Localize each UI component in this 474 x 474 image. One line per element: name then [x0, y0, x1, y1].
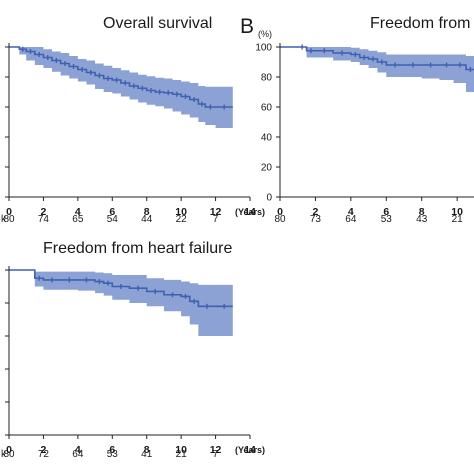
at-risk-count: 80 [3, 449, 15, 460]
y-unit-label: (%) [258, 29, 272, 39]
at-risk-count: 80 [3, 214, 15, 225]
at-risk-count: 73 [310, 214, 322, 225]
x-tick-label: 8 [419, 206, 425, 218]
at-risk-count: 44 [141, 214, 153, 225]
at-risk-count: 43 [416, 214, 428, 225]
survival-curve [9, 269, 233, 308]
km-panel-3: 0 2 4 6 8 10 12 14(Years) k80 72 64 53 41 21 7 Freedom … [1, 240, 265, 460]
km-panel-2: 02040608010002468108073645343217Freedom … [240, 15, 474, 225]
at-risk-count: 7 [213, 449, 219, 460]
confidence-band [9, 47, 233, 130]
confidence-band [9, 270, 233, 336]
at-risk-count: 7 [213, 214, 219, 225]
x-tick-label: 10 [175, 444, 187, 456]
x-tick-label: 10 [451, 206, 463, 218]
km-panel-1: 0 2 4 6 8 10 12 14(Years) k80 74 65 54 44 22 7 Overall … [1, 15, 265, 225]
panel-title: Overall survival [103, 15, 212, 32]
x-tick-label: 4 [348, 206, 354, 218]
at-risk-prefix: k [1, 214, 7, 225]
y-tick-label: 80 [261, 73, 273, 84]
at-risk-prefix: k [1, 449, 7, 460]
panel-title: Freedom from MAVRE [370, 15, 474, 32]
at-risk-count: 21 [452, 214, 464, 225]
y-tick-label: 100 [255, 43, 272, 54]
x-tick-label: 6 [109, 444, 115, 456]
at-risk-count: 54 [107, 214, 119, 225]
confidence-band [280, 47, 474, 92]
x-tick-label: 4 [75, 444, 81, 456]
at-risk-count: 41 [141, 449, 153, 460]
at-risk-count: 22 [176, 214, 188, 225]
at-risk-count: 72 [38, 449, 50, 460]
x-unit-label: (Years) [235, 207, 265, 217]
x-tick-label: 2 [313, 206, 319, 218]
at-risk-count: 21 [176, 449, 188, 460]
at-risk-count: 74 [38, 214, 50, 225]
x-tick-label: 12 [210, 206, 222, 218]
x-tick-label: 2 [41, 206, 47, 218]
survival-curve [9, 46, 233, 108]
panel-letter: B [240, 15, 254, 38]
at-risk-count: 64 [72, 449, 84, 460]
at-risk-count: 53 [107, 449, 119, 460]
x-tick-label: 12 [210, 444, 222, 456]
survival-curve [280, 46, 474, 71]
x-tick-label: 8 [144, 206, 150, 218]
x-tick-label: 8 [144, 444, 150, 456]
y-tick-label: 60 [261, 103, 273, 114]
panel-title: Freedom from heart failure [43, 240, 233, 257]
y-tick-label: 40 [261, 133, 273, 144]
x-tick-label: 14 [244, 444, 256, 456]
y-tick-label: 20 [261, 163, 273, 174]
x-tick-label: 10 [175, 206, 187, 218]
x-unit-label: (Years) [235, 445, 265, 455]
x-tick-label: 6 [383, 206, 389, 218]
x-tick-label: 0 [6, 206, 12, 218]
at-risk-count: 64 [345, 214, 357, 225]
y-tick-label: 0 [266, 193, 272, 204]
at-risk-count: 80 [274, 214, 286, 225]
x-tick-label: 0 [6, 444, 12, 456]
x-tick-label: 14 [244, 206, 256, 218]
x-tick-label: 2 [41, 444, 47, 456]
x-tick-label: 6 [109, 206, 115, 218]
at-risk-count: 53 [381, 214, 393, 225]
at-risk-count: 65 [72, 214, 84, 225]
x-tick-label: 4 [75, 206, 81, 218]
x-tick-label: 0 [277, 206, 283, 218]
